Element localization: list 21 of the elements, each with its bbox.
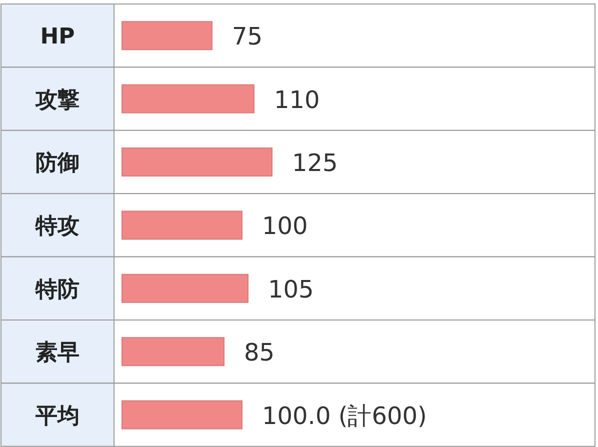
data-label: 105 [268, 275, 314, 304]
bar [122, 148, 272, 176]
data-label: 75 [232, 22, 263, 51]
bar [122, 21, 212, 50]
data-label: 85 [244, 338, 275, 367]
y-tick-label: 特攻 [34, 214, 80, 240]
bar [122, 84, 254, 114]
y-tick-label: 特防 [34, 277, 80, 302]
y-tick-label: 平均 [34, 404, 80, 429]
y-tick-label: 防御 [36, 151, 80, 176]
bar [122, 210, 242, 240]
bar [122, 400, 242, 430]
y-tick-label: HP [40, 24, 75, 50]
data-label: 100 [262, 212, 308, 240]
bar [122, 274, 248, 303]
y-tick-label: 素早 [36, 340, 80, 366]
data-label: 125 [292, 149, 338, 177]
bar [122, 337, 224, 366]
data-label: 110 [274, 86, 320, 114]
data-label: 100.0 (計600) [262, 402, 427, 430]
y-tick-label: 攻撃 [34, 88, 80, 113]
